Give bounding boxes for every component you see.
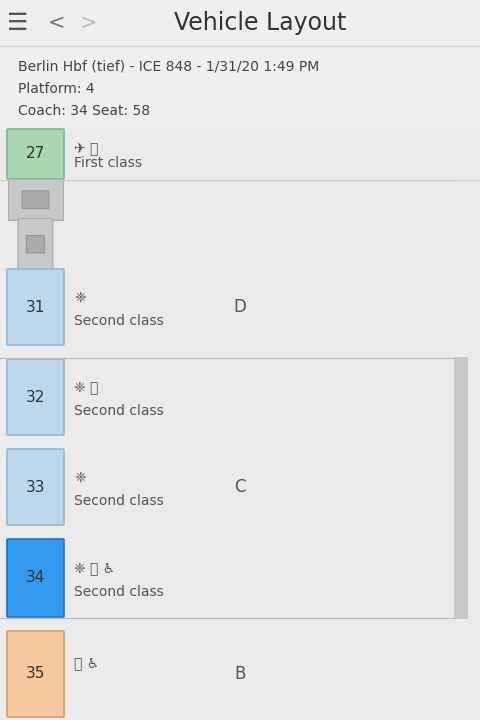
- Text: ✈ 🛡: ✈ 🛡: [74, 141, 98, 155]
- Text: Coach: 34 Seat: 58: Coach: 34 Seat: 58: [18, 104, 150, 118]
- Text: <: <: [47, 13, 65, 33]
- FancyBboxPatch shape: [26, 235, 45, 253]
- Text: Berlin Hbf (tief) - ICE 848 - 1/31/20 1:49 PM: Berlin Hbf (tief) - ICE 848 - 1/31/20 1:…: [18, 60, 319, 74]
- Text: 31: 31: [26, 300, 45, 315]
- Text: 35: 35: [26, 667, 45, 682]
- Text: Second class: Second class: [74, 494, 164, 508]
- FancyBboxPatch shape: [7, 129, 64, 179]
- FancyBboxPatch shape: [7, 539, 64, 617]
- FancyBboxPatch shape: [454, 357, 468, 619]
- Text: Second class: Second class: [74, 585, 164, 599]
- Text: C: C: [234, 478, 246, 496]
- Text: 32: 32: [26, 390, 45, 405]
- FancyBboxPatch shape: [7, 269, 64, 345]
- Text: D: D: [234, 298, 246, 316]
- Text: 👤 ♿: 👤 ♿: [74, 657, 99, 670]
- Text: B: B: [234, 665, 246, 683]
- FancyBboxPatch shape: [7, 359, 64, 435]
- FancyBboxPatch shape: [22, 191, 49, 209]
- Text: ☰: ☰: [7, 11, 29, 35]
- Text: 33: 33: [26, 480, 45, 495]
- FancyBboxPatch shape: [8, 180, 63, 220]
- Text: Second class: Second class: [74, 404, 164, 418]
- FancyBboxPatch shape: [0, 128, 480, 720]
- FancyBboxPatch shape: [0, 0, 480, 46]
- Text: >: >: [79, 13, 97, 33]
- Text: Platform: 4: Platform: 4: [18, 82, 95, 96]
- FancyBboxPatch shape: [7, 449, 64, 525]
- Text: ❈: ❈: [74, 291, 85, 305]
- Text: 34: 34: [26, 570, 45, 585]
- Text: Vehicle Layout: Vehicle Layout: [174, 11, 346, 35]
- Text: ❈ 🚫: ❈ 🚫: [74, 381, 98, 395]
- Text: 27: 27: [26, 146, 45, 161]
- Text: First class: First class: [74, 156, 142, 171]
- Text: Second class: Second class: [74, 314, 164, 328]
- FancyBboxPatch shape: [18, 219, 53, 269]
- Text: ❈: ❈: [74, 471, 85, 485]
- Text: ❈ 👶 ♿: ❈ 👶 ♿: [74, 562, 115, 575]
- FancyBboxPatch shape: [7, 631, 64, 717]
